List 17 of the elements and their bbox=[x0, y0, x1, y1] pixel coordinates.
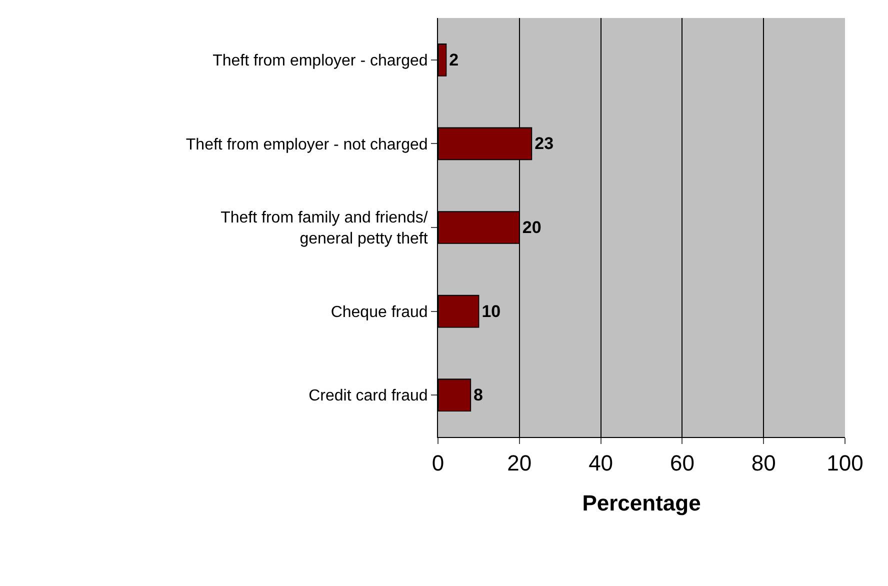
y-tick-label: Theft from family and friends/ general petty theft bbox=[220, 210, 428, 248]
y-tick-label: Cheque fraud bbox=[330, 304, 428, 321]
x-tick-label: 20 bbox=[507, 450, 532, 476]
data-label: 8 bbox=[474, 386, 484, 405]
x-tick-label: 40 bbox=[588, 450, 614, 476]
y-tick-label: Theft from employer - not charged bbox=[186, 136, 428, 154]
data-label: 20 bbox=[522, 218, 542, 237]
y-tick-label: Theft from employer - charged bbox=[212, 52, 428, 70]
data-label: 10 bbox=[482, 302, 501, 321]
x-tick-label: 60 bbox=[670, 450, 694, 476]
y-tick-label: Credit card fraud bbox=[308, 388, 428, 405]
x-axis-title: Percentage bbox=[582, 490, 701, 516]
data-label: 23 bbox=[534, 134, 554, 154]
x-tick-label: 80 bbox=[751, 450, 776, 476]
x-tick-label: 0 bbox=[432, 450, 444, 476]
data-label: 2 bbox=[449, 50, 459, 70]
x-tick-label: 100 bbox=[826, 450, 864, 476]
